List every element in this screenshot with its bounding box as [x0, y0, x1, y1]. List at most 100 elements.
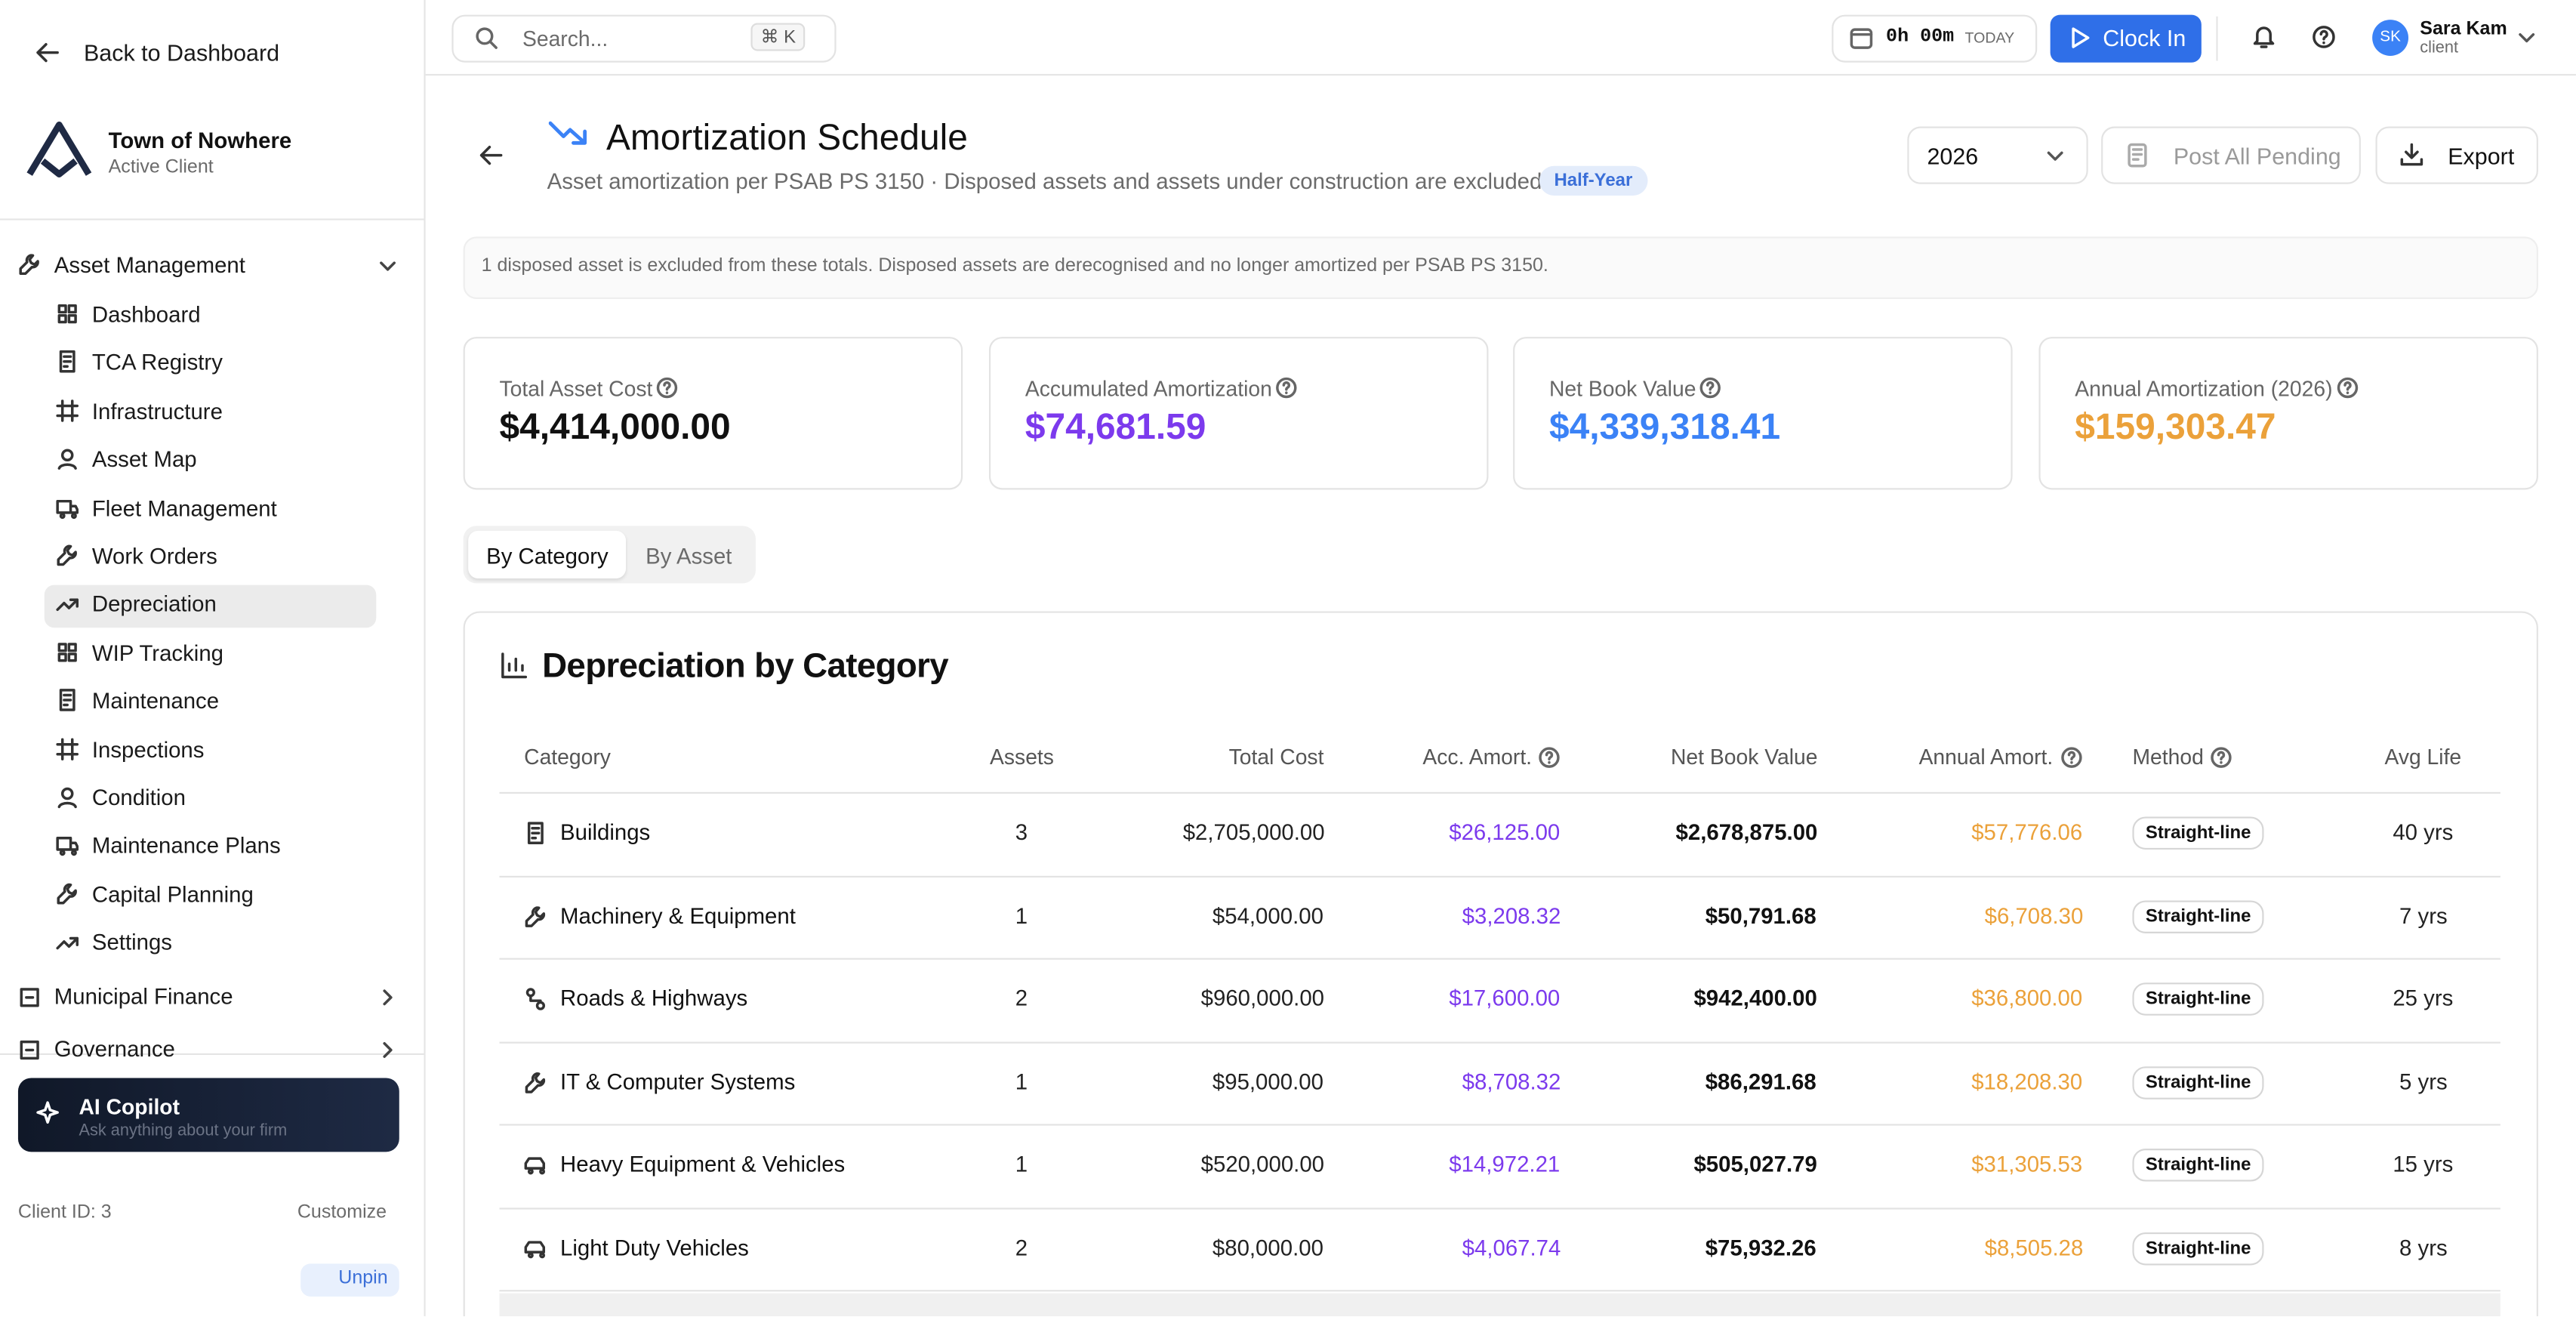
cell: 40 yrs: [2393, 819, 2454, 845]
clock-in-label: Clock In: [2103, 24, 2186, 51]
nav-item[interactable]: Work Orders: [91, 544, 217, 569]
search-icon: [476, 27, 498, 49]
customize[interactable]: Customize: [297, 1202, 387, 1223]
nav-item[interactable]: Capital Planning: [91, 882, 254, 907]
nav-item[interactable]: WIP Tracking: [91, 640, 224, 665]
cell: $14,972.21: [1449, 1152, 1561, 1177]
nav-item[interactable]: Condition: [91, 785, 186, 810]
tab[interactable]: By Category: [486, 544, 609, 569]
method-pill: Straight-line: [2132, 816, 2264, 850]
help-icon: [1539, 747, 1560, 768]
tab[interactable]: By Asset: [646, 544, 732, 569]
table-card: [463, 611, 2538, 1316]
clock-in-button[interactable]: [2050, 14, 2202, 63]
cell: $57,776.06: [1971, 819, 2083, 845]
timer-label: TODAY: [1964, 29, 2015, 46]
help-icon: [1699, 377, 1721, 399]
cell: 1: [1015, 1069, 1028, 1094]
chevron: [380, 261, 396, 271]
post-all-label: Post All Pending: [2173, 143, 2341, 170]
unpin-button[interactable]: [300, 1263, 399, 1297]
method-pill: Straight-line: [2132, 899, 2264, 933]
row-icon: [525, 1072, 546, 1093]
copilot-icon: [36, 1101, 59, 1124]
nav-item[interactable]: Asset Map: [91, 447, 197, 472]
help-icon[interactable]: [2312, 25, 2337, 50]
method-pill: Straight-line: [2132, 1231, 2264, 1265]
row-icon: [524, 1240, 545, 1258]
notice-text: 1 disposed asset is excluded from these …: [481, 256, 1548, 276]
method-pill: Straight-line: [2132, 1149, 2264, 1182]
row-icon: [527, 822, 544, 845]
category: Machinery & Equipment: [560, 902, 796, 928]
nav-item[interactable]: TCA Registry: [91, 350, 223, 375]
cell: $505,027.79: [1693, 1152, 1817, 1177]
nav-item[interactable]: Settings: [91, 930, 173, 955]
column-header: Assets: [990, 744, 1054, 770]
help-icon: [2211, 747, 2232, 768]
user-name: Sara Kam: [2420, 20, 2507, 40]
kpi-label: Annual Amortization (2026): [2075, 376, 2333, 401]
row-divider: [499, 958, 2501, 960]
nav-item[interactable]: Infrastructure: [91, 399, 223, 424]
help-icon: [2337, 377, 2359, 399]
category: Light Duty Vehicles: [560, 1235, 749, 1260]
cell: $960,000.00: [1200, 985, 1325, 1011]
back-icon[interactable]: [36, 41, 59, 63]
timer: 0h 00m: [1886, 26, 1955, 48]
bell-icon[interactable]: [2252, 25, 2275, 50]
method-pill: Straight-line: [2132, 1066, 2264, 1099]
cell: 2: [1015, 985, 1028, 1011]
nav-icon: [57, 787, 77, 809]
help-icon: [1276, 377, 1297, 399]
half-year-badge: Half-Year: [1539, 165, 1647, 196]
kpi-value: $4,414,000.00: [499, 406, 731, 447]
cell: $6,708.30: [1984, 902, 2084, 928]
topbar-border: [425, 73, 2576, 76]
cell: $86,291.68: [1705, 1069, 1816, 1094]
column-header: Acc. Amort.: [1422, 744, 1533, 770]
copilot-card[interactable]: [17, 1078, 399, 1152]
nav-item[interactable]: Inspections: [91, 737, 205, 762]
user-role: client: [2420, 39, 2459, 58]
year-value: 2026: [1927, 143, 1979, 170]
export-button[interactable]: [2375, 126, 2538, 184]
cell: $942,400.00: [1693, 985, 1817, 1011]
export-icon: [2400, 143, 2423, 166]
avatar[interactable]: SK: [2372, 20, 2409, 56]
nav-item[interactable]: Dashboard: [91, 302, 201, 328]
row-divider: [499, 1041, 2501, 1043]
export-label: Export: [2448, 143, 2515, 170]
back-icon[interactable]: [479, 144, 503, 165]
column-header: Net Book Value: [1670, 744, 1818, 770]
section-icon: [20, 988, 39, 1007]
nav-section[interactable]: Governance: [54, 1037, 175, 1062]
cell: 5 yrs: [2399, 1069, 2448, 1094]
user-chevron[interactable]: [2519, 31, 2535, 44]
tab-active[interactable]: [468, 530, 627, 578]
kpi-label: Accumulated Amortization: [1025, 376, 1272, 401]
cell: 3: [1015, 819, 1028, 845]
nav-section[interactable]: Asset Management: [54, 253, 245, 278]
cell: $18,208.30: [1971, 1069, 2083, 1094]
nav-item[interactable]: Maintenance Plans: [91, 834, 281, 859]
timer-box[interactable]: [1832, 14, 2038, 63]
back-link[interactable]: Back to Dashboard: [83, 39, 280, 66]
nav-icon: [57, 642, 77, 662]
kpi-card: [988, 337, 1489, 490]
logo: [26, 122, 92, 178]
nav-item[interactable]: Maintenance: [91, 689, 220, 714]
nav-item[interactable]: Depreciation: [91, 592, 217, 617]
shortcut: ⌘ K: [750, 23, 806, 51]
nav-icon: [59, 350, 75, 374]
section-icon: [20, 1040, 39, 1060]
divider: [2216, 16, 2218, 61]
column-header: Method: [2132, 744, 2204, 770]
nav-icon: [59, 689, 75, 712]
nav-section[interactable]: Municipal Finance: [54, 984, 233, 1010]
cell: 2: [1015, 1235, 1028, 1260]
nav-item[interactable]: Fleet Management: [91, 495, 277, 520]
table-title: Depreciation by Category: [542, 647, 949, 686]
